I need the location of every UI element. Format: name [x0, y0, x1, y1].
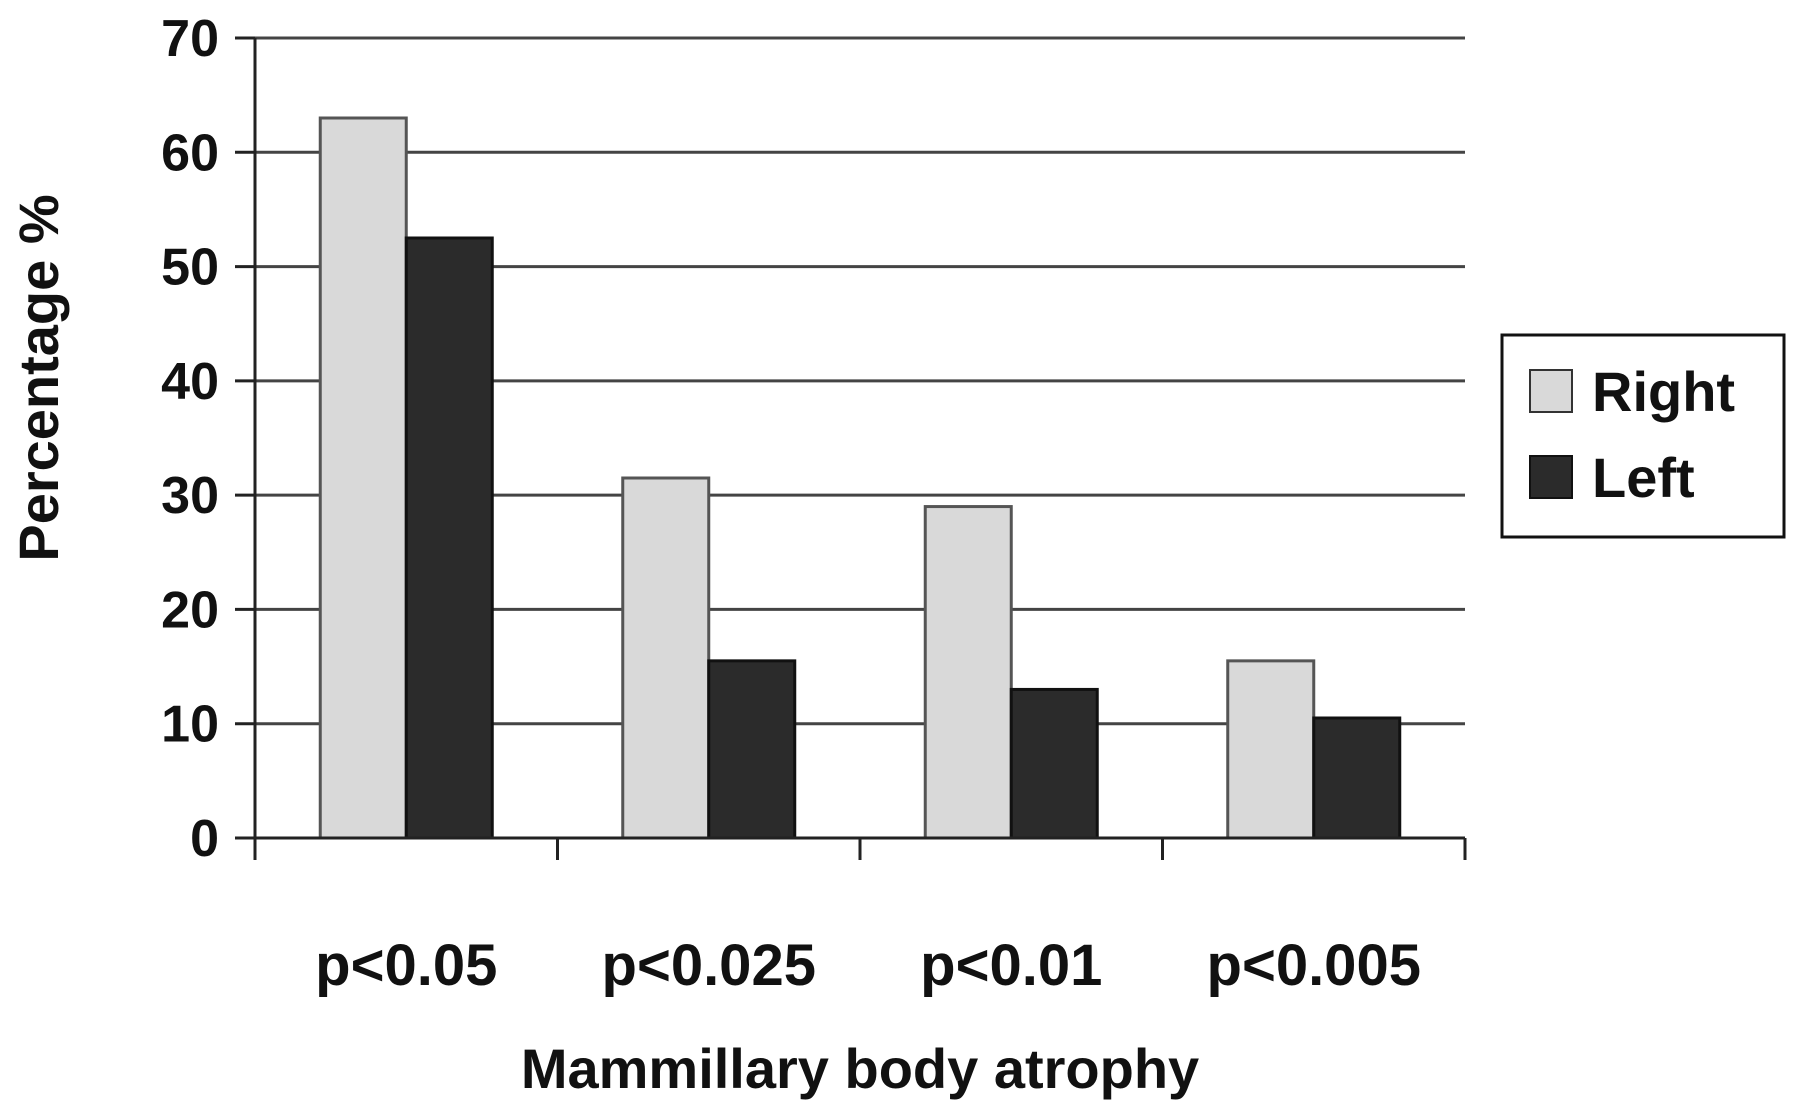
y-tick-label: 0	[190, 810, 219, 868]
bar-left-1	[707, 659, 797, 840]
bar-left-0	[404, 236, 494, 840]
y-tick-label: 10	[161, 696, 219, 754]
legend-swatch-left	[1529, 455, 1573, 499]
legend-label-right: Right	[1592, 360, 1735, 423]
axes	[235, 36, 1467, 860]
x-axis-title: Mammillary body atrophy	[521, 1037, 1199, 1100]
y-tick-label: 40	[161, 353, 219, 411]
y-tick-labels: 0 10 20 30 40 50 60 70	[161, 10, 219, 868]
y-axis-title: Percentage %	[7, 194, 70, 561]
legend: Right Left	[1500, 333, 1786, 539]
y-tick-label: 60	[161, 124, 219, 182]
legend-label-left: Left	[1592, 446, 1695, 509]
legend-box	[1500, 333, 1786, 539]
bar-right-0	[318, 116, 408, 840]
x-category-label: p<0.05	[315, 933, 497, 998]
bars	[318, 116, 1402, 840]
bar-right-1	[621, 476, 711, 840]
y-tick-label: 70	[161, 10, 219, 68]
y-tick-label: 30	[161, 467, 219, 525]
legend-swatch-right	[1529, 369, 1573, 413]
bar-left-3	[1312, 716, 1402, 840]
y-tick-label: 20	[161, 581, 219, 639]
bar-left-2	[1009, 687, 1099, 840]
x-category-labels: p<0.05 p<0.025 p<0.01 p<0.005	[315, 933, 1421, 998]
x-category-label: p<0.025	[602, 933, 816, 998]
x-category-label: p<0.005	[1207, 933, 1421, 998]
x-category-label: p<0.01	[920, 933, 1102, 998]
y-tick-label: 50	[161, 239, 219, 297]
bar-right-3	[1226, 659, 1316, 840]
bar-right-2	[923, 505, 1013, 840]
